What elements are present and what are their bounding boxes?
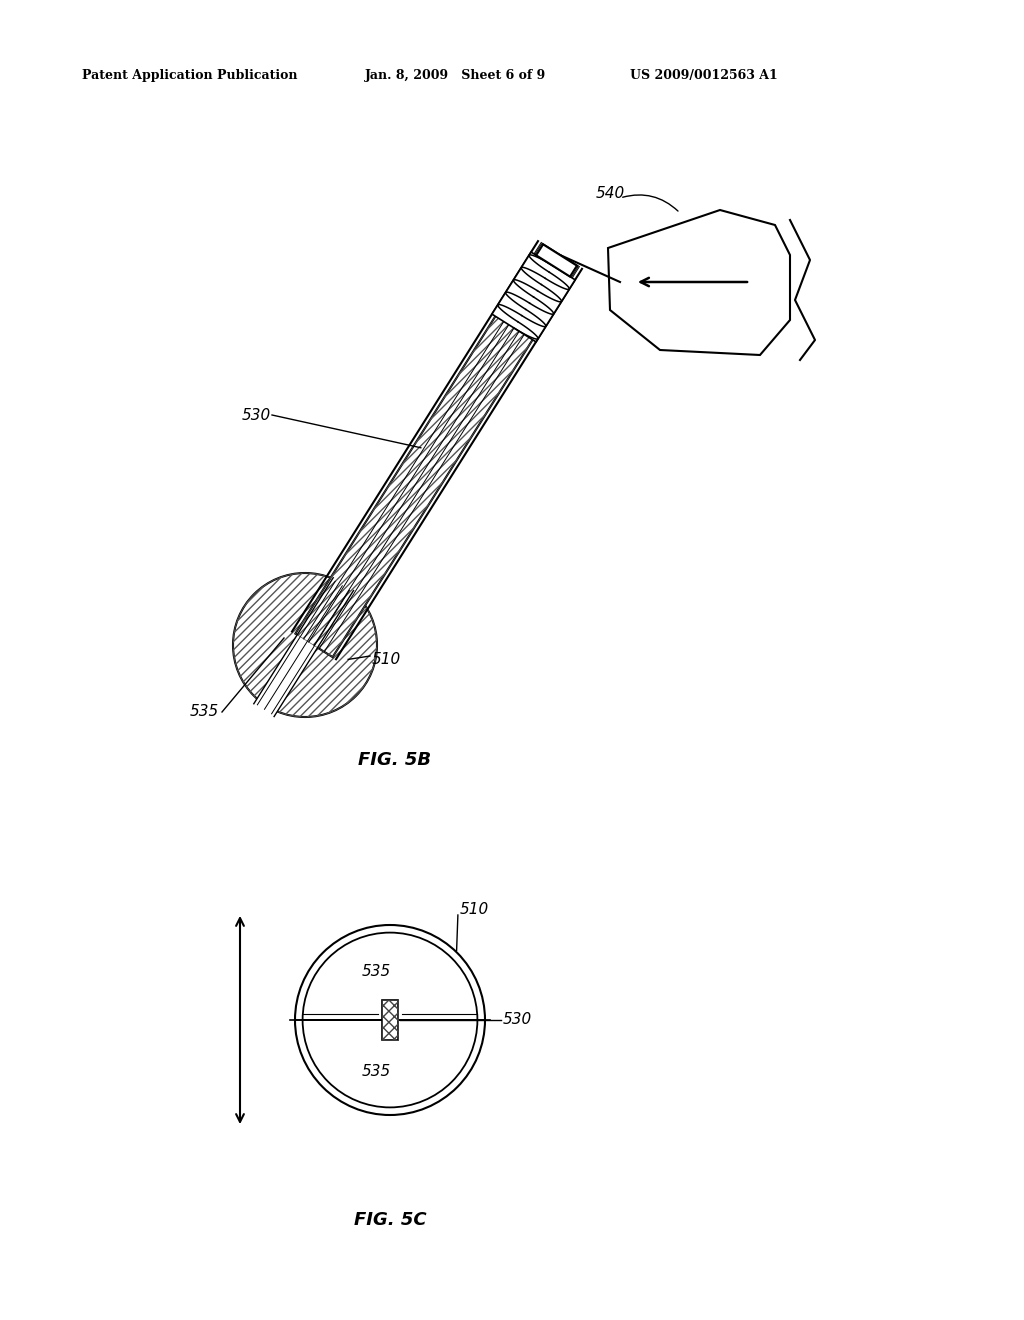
Text: 530: 530 (242, 408, 271, 422)
Text: Patent Application Publication: Patent Application Publication (82, 70, 298, 82)
Text: 530: 530 (503, 1012, 532, 1027)
Wedge shape (303, 1020, 477, 1107)
Circle shape (233, 573, 377, 717)
Text: Jan. 8, 2009   Sheet 6 of 9: Jan. 8, 2009 Sheet 6 of 9 (365, 70, 546, 82)
Polygon shape (382, 1001, 398, 1040)
Text: 535: 535 (362, 1064, 391, 1080)
Text: 510: 510 (372, 652, 401, 668)
Text: FIG. 5B: FIG. 5B (358, 751, 431, 770)
Polygon shape (254, 578, 353, 717)
Text: FIG. 5C: FIG. 5C (353, 1210, 426, 1229)
Text: US 2009/0012563 A1: US 2009/0012563 A1 (630, 70, 778, 82)
Polygon shape (295, 243, 579, 657)
Text: 535: 535 (362, 965, 391, 979)
Circle shape (295, 925, 485, 1115)
Text: 535: 535 (190, 705, 219, 719)
Polygon shape (608, 210, 790, 355)
Polygon shape (537, 244, 577, 277)
Text: 510: 510 (460, 903, 489, 917)
Polygon shape (492, 252, 575, 342)
Wedge shape (303, 933, 477, 1020)
Text: 540: 540 (596, 186, 626, 201)
